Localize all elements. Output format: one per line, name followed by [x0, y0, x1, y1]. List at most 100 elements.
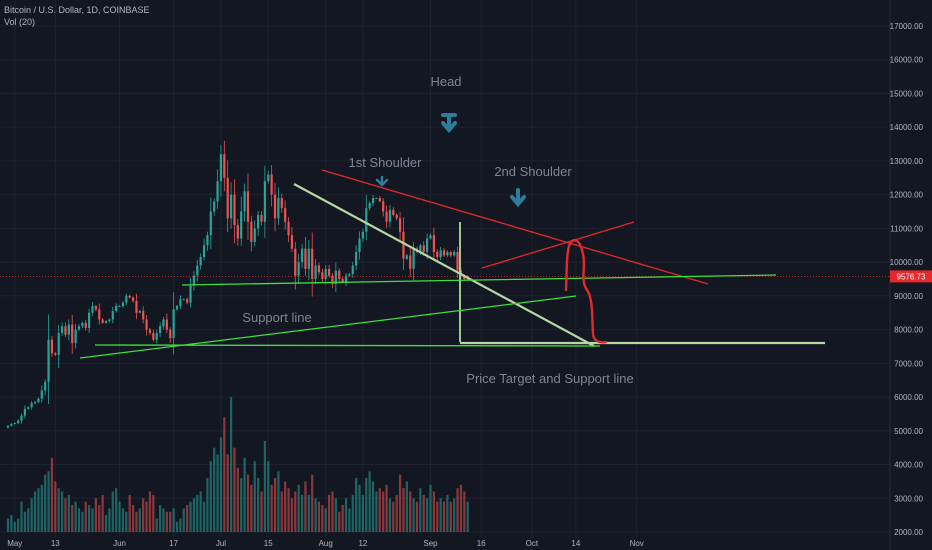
candle-body [273, 194, 277, 219]
candle-body [71, 324, 74, 344]
candle-body [229, 194, 233, 219]
volume-bar [104, 515, 108, 532]
candle-body [243, 191, 246, 212]
volume-bar [74, 501, 77, 532]
x-tick-label: Nov [630, 539, 644, 548]
trendline-red-upper[interactable] [321, 169, 709, 285]
projection-path-red[interactable] [564, 239, 608, 344]
x-axis: May 13 Jun 17 Jul 15 Aug 12 Sep 16 Oct 14 Nov [7, 539, 644, 548]
y-tick-label: 7000.00 [894, 359, 923, 368]
volume-bar [192, 498, 195, 532]
volume-bar [196, 494, 199, 532]
candle-body [172, 309, 175, 339]
candle-body [365, 208, 368, 232]
candle-body [199, 257, 202, 266]
candle-body [175, 305, 179, 310]
volume-bar [236, 467, 239, 532]
y-tick-label: 9000.00 [894, 292, 923, 301]
volume-bar [131, 505, 135, 532]
volume-bar [311, 474, 314, 532]
volume-bar [463, 491, 466, 532]
candle-body [165, 319, 168, 330]
candle-body [395, 214, 398, 219]
support-line-horizontal-upper[interactable] [181, 274, 777, 286]
volume-bar [179, 518, 182, 532]
volume-bar [334, 498, 337, 532]
candle-body [344, 275, 348, 283]
support-line-horizontal-lower[interactable] [94, 344, 601, 347]
head-arrow-icon [441, 113, 457, 134]
annotation-second-shoulder: 2nd Shoulder [494, 164, 572, 179]
volume-bar [263, 440, 266, 532]
candle-body [20, 415, 23, 421]
volume-bar [324, 508, 327, 532]
candle-body [74, 329, 77, 344]
volume-bar [33, 491, 37, 532]
candle-body [94, 305, 97, 310]
volume-bar [446, 494, 449, 532]
candle-body [382, 201, 385, 212]
volume-bar [392, 501, 395, 532]
volume-bar [426, 498, 429, 532]
candle-body [324, 268, 327, 279]
volume-bar [121, 508, 125, 532]
candle-body [213, 201, 216, 212]
volume-bar [466, 501, 469, 532]
support-line-rising[interactable] [79, 295, 577, 359]
volume-bar [365, 478, 368, 532]
candle-body [111, 311, 114, 320]
volume-bar [213, 447, 216, 532]
candle-body [155, 332, 158, 340]
y-tick-label: 14000.00 [890, 123, 924, 132]
candle-body [317, 265, 321, 273]
volume-bar [37, 488, 40, 532]
candle-body [50, 339, 54, 354]
volume-bar [91, 508, 94, 532]
candle-body [375, 198, 378, 200]
volume-bar [223, 417, 226, 532]
candle-body [358, 238, 361, 253]
volume-bar [382, 491, 385, 532]
volume-bar [412, 498, 415, 532]
volume-bar [98, 505, 101, 532]
candle-body [463, 275, 466, 279]
volume-bar [358, 484, 361, 532]
annotation-head: Head [430, 74, 461, 89]
annotation-price-target: Price Target and Support line [466, 371, 633, 386]
candle-body [439, 250, 442, 258]
volume-bar [186, 505, 189, 532]
volume-bar [307, 494, 310, 532]
candle-body [196, 265, 199, 276]
candle-body [297, 262, 300, 276]
candle-body [206, 235, 209, 246]
candle-body [341, 279, 344, 283]
candle-body [294, 248, 297, 276]
volume-bar [439, 498, 442, 532]
volume-bar [338, 511, 341, 532]
candle-body [17, 420, 20, 424]
candle-layer [6, 140, 469, 429]
trendline-pale-diagonal[interactable] [293, 183, 595, 347]
candle-body [267, 174, 270, 182]
volume-bar [317, 501, 321, 532]
volume-bar [331, 491, 334, 532]
candle-body [426, 238, 429, 253]
candle-body [284, 208, 287, 222]
volume-bar [375, 491, 378, 532]
trendline-red-lower[interactable] [481, 221, 635, 269]
candle-body [81, 322, 84, 327]
candle-body [77, 326, 81, 330]
volume-bar [395, 494, 398, 532]
volume-bar [10, 515, 13, 532]
candle-body [388, 209, 392, 222]
volume-bar [415, 501, 419, 532]
candle-body [338, 270, 341, 279]
candle-body [60, 326, 64, 333]
candle-body [10, 424, 13, 426]
volume-bar [209, 461, 212, 532]
volume-bar [30, 498, 33, 532]
volume-bar [189, 501, 192, 532]
y-tick-label: 17000.00 [890, 22, 924, 31]
volume-bar [229, 397, 233, 532]
